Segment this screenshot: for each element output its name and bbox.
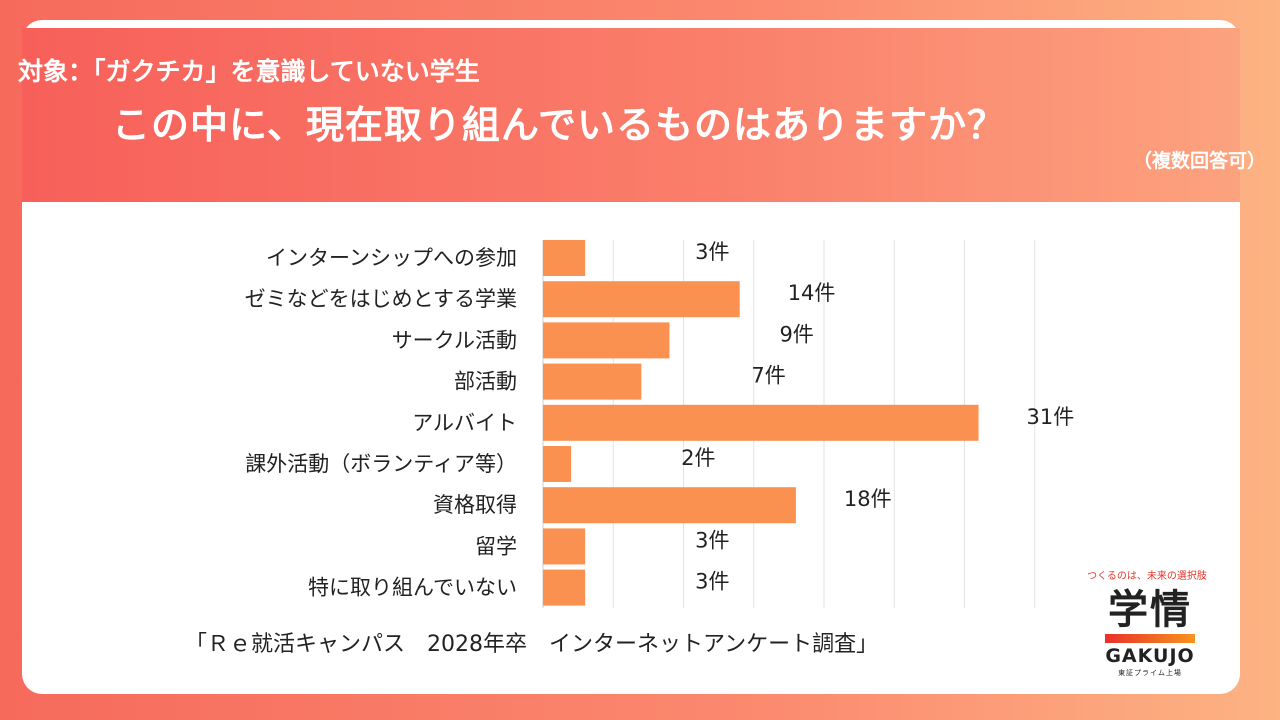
category-label: インターンシップへの参加: [266, 246, 517, 270]
value-label: 31件: [1027, 405, 1075, 429]
logo-name: 学情: [1108, 587, 1192, 633]
bar: [543, 322, 670, 359]
logo-tagline: つくるのは、未来の選択肢: [1087, 571, 1207, 582]
value-label: 7件: [751, 364, 785, 388]
logo-brand: GAKUJO: [1105, 645, 1195, 667]
bar: [543, 569, 586, 606]
logo-sub: 東証プライム上場: [1118, 669, 1182, 677]
bar: [543, 446, 572, 482]
value-label: 14件: [788, 281, 836, 305]
gakujo-logo: つくるのは、未来の選択肢 学情 GAKUJO 東証プライム上場: [1085, 567, 1215, 687]
page-title: この中に、現在取り組んでいるものはありますか？: [112, 103, 1006, 147]
category-label: サークル活動: [392, 328, 517, 352]
bar: [543, 240, 586, 276]
category-label: 部活動: [454, 370, 517, 394]
multiple-answers-note: （複数回答可）: [1132, 150, 1266, 172]
source-note: 「Ｒｅ就活キャンパス 2028年卒 インターネットアンケート調査」: [185, 632, 879, 657]
bar: [543, 487, 796, 524]
bar: [543, 281, 740, 318]
category-label: 留学: [475, 534, 517, 558]
value-label: 9件: [779, 322, 813, 346]
category-label: ゼミなどをはじめとする学業: [245, 287, 517, 311]
header-band: [22, 28, 1240, 202]
value-label: 3件: [695, 240, 729, 264]
value-label: 18件: [844, 487, 892, 511]
bar: [543, 363, 642, 400]
logo-bar: [1105, 634, 1195, 643]
category-label: 特に取り組んでいない: [308, 576, 517, 600]
value-label: 3件: [695, 570, 729, 594]
bar: [543, 404, 979, 441]
category-label: 資格取得: [433, 493, 517, 517]
value-label: 2件: [681, 446, 715, 470]
category-label: 課外活動（ボランティア等）: [245, 452, 517, 476]
bar: [543, 528, 586, 565]
subtitle: 対象：「ガクチカ」を意識していない学生: [18, 57, 480, 86]
category-label: アルバイト: [412, 411, 517, 435]
value-label: 3件: [695, 528, 729, 552]
